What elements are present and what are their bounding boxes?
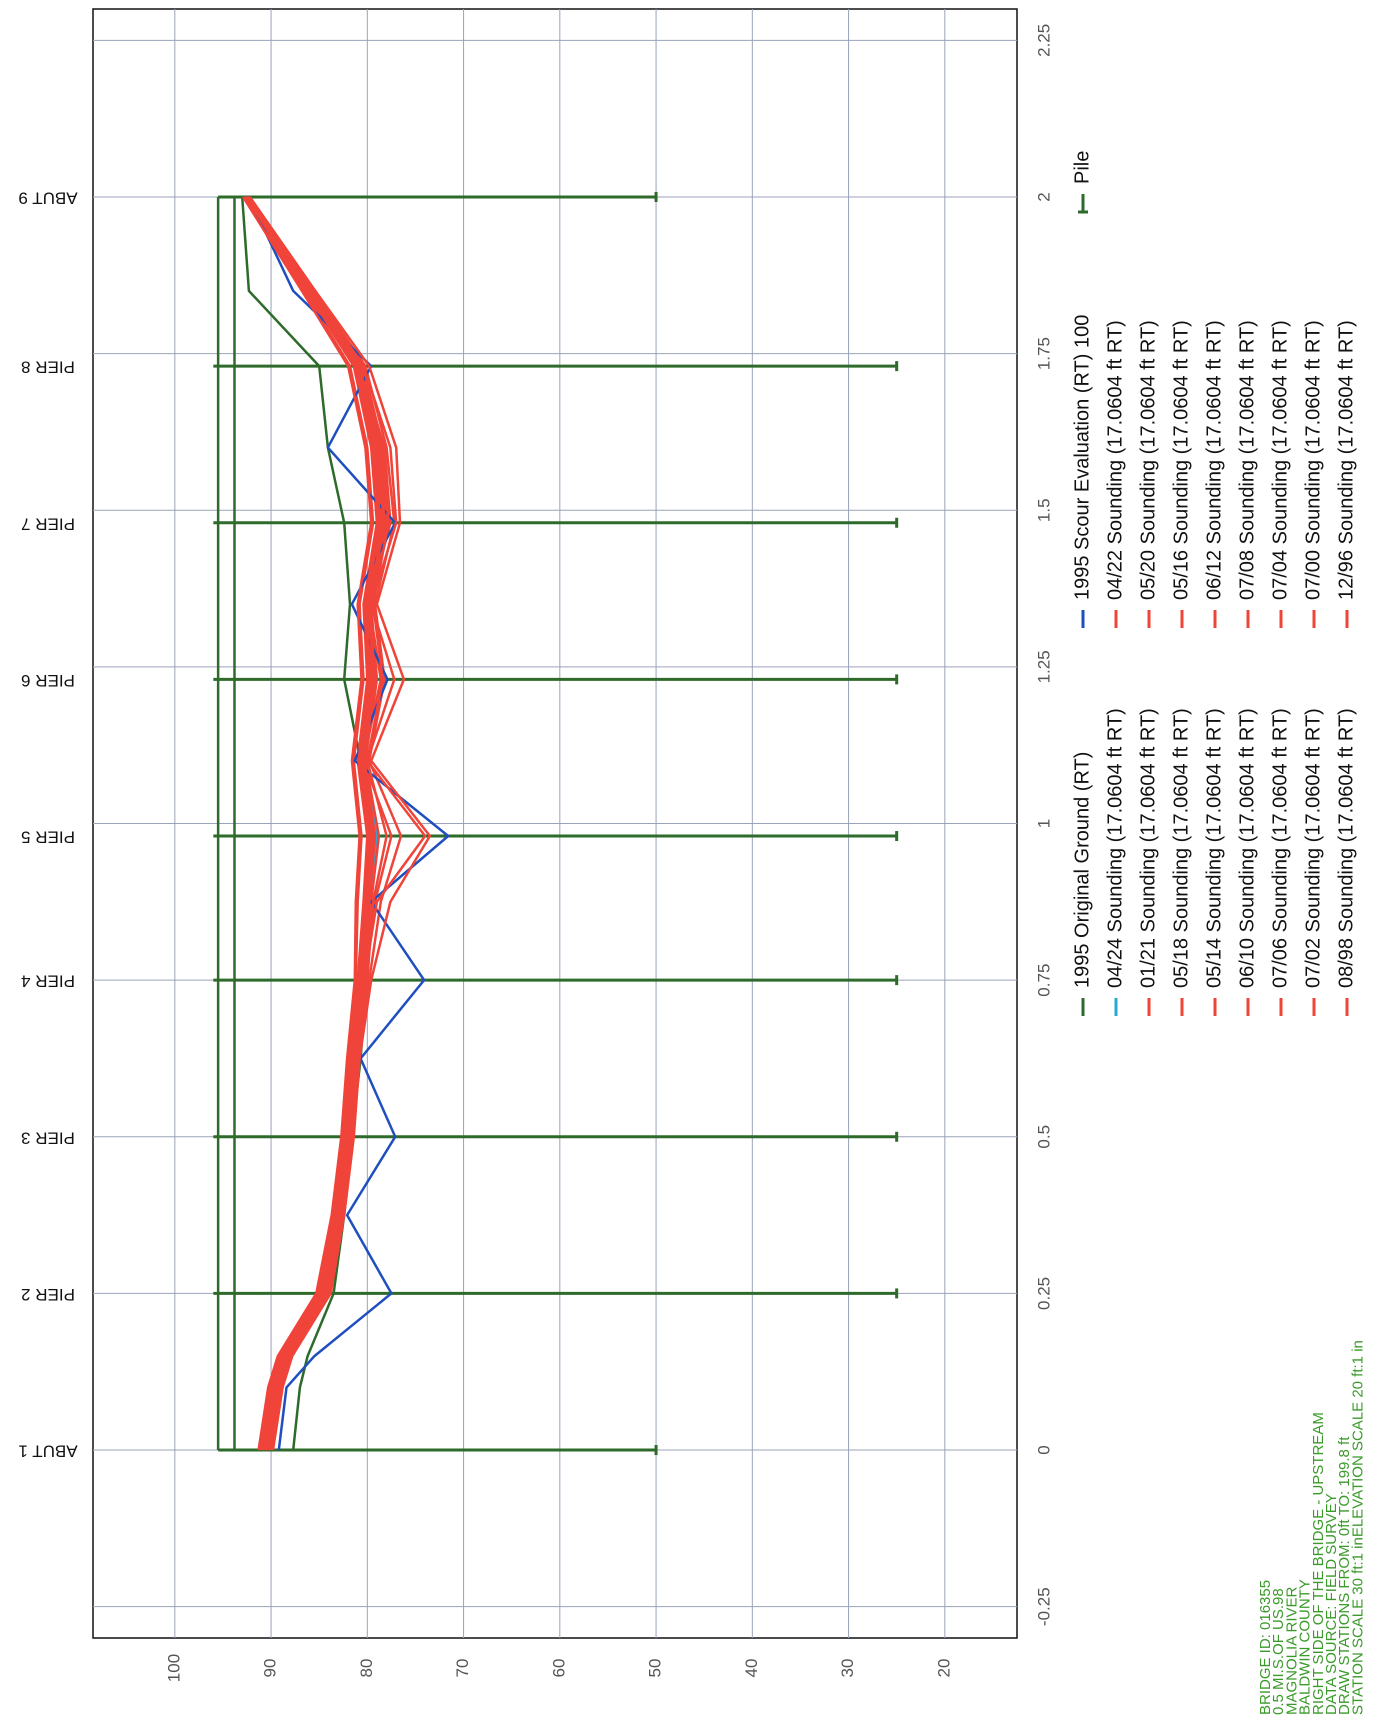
note: DATA SOURCE: FIELD SURVEY <box>1323 1493 1340 1715</box>
legend-label: 05/20 Sounding (17.0604 ft RT) <box>1137 320 1159 600</box>
x-tick-label: 2.25 <box>1034 24 1053 57</box>
y-tick-label: 100 <box>164 1654 183 1682</box>
y-tick-label: 70 <box>453 1659 472 1678</box>
legend-label: 05/18 Sounding (17.0604 ft RT) <box>1170 708 1192 988</box>
y-tick-label: 40 <box>742 1659 761 1678</box>
pile-label: PIER 2 <box>21 1285 75 1304</box>
x-tick-label: 0 <box>1034 1445 1053 1454</box>
x-tick-label: 1.75 <box>1034 337 1053 370</box>
pile-label: PIER 6 <box>21 671 75 690</box>
y-tick-label: 60 <box>549 1659 568 1678</box>
note: STATION SCALE 30 ft:1 inELEVATION SCALE … <box>1349 1340 1366 1715</box>
legend-label: 05/16 Sounding (17.0604 ft RT) <box>1170 320 1192 600</box>
x-tick-label: 1.5 <box>1034 498 1053 522</box>
legend-label: 05/14 Sounding (17.0604 ft RT) <box>1203 708 1225 988</box>
x-tick-label: 0.5 <box>1034 1125 1053 1149</box>
y-tick-label: 50 <box>646 1659 665 1678</box>
y-tick-label: 30 <box>838 1659 857 1678</box>
y-tick-label: 20 <box>934 1659 953 1678</box>
legend-label: 01/21 Sounding (17.0604 ft RT) <box>1137 708 1159 988</box>
note: MAGNOLIA RIVER <box>1283 1586 1300 1715</box>
pile-label: PIER 5 <box>21 828 75 847</box>
legend-label: 04/24 Sounding (17.0604 ft RT) <box>1104 708 1126 988</box>
note: BRIDGE ID: 016355 <box>1257 1580 1274 1715</box>
y-tick-label: 90 <box>261 1659 280 1678</box>
x-tick-label: 1 <box>1034 819 1053 828</box>
pile-label: PIER 8 <box>21 358 75 377</box>
pile-label: ABUT 9 <box>18 188 77 207</box>
x-tick-label: -0.25 <box>1034 1587 1053 1626</box>
legend-label: 07/04 Sounding (17.0604 ft RT) <box>1269 320 1291 600</box>
chart-body: -0.25 0 0.25 0.5 0.75 1 1.25 1.5 1.75 2 2.25 20 30 40… <box>18 8 1366 1715</box>
legend-label: 08/98 Sounding (17.0604 ft RT) <box>1335 708 1357 988</box>
series-line <box>242 196 373 1451</box>
legend-label: Pile <box>1071 151 1093 184</box>
legend-label: 07/00 Sounding (17.0604 ft RT) <box>1302 320 1324 600</box>
legend-label: 06/10 Sounding (17.0604 ft RT) <box>1236 708 1258 988</box>
pile-label: PIER 3 <box>21 1128 75 1147</box>
series-line <box>248 196 432 1451</box>
series-line <box>244 196 380 1451</box>
y-tick-label: 80 <box>357 1659 376 1678</box>
pile-label: PIER 7 <box>21 514 75 533</box>
legend-label: 06/12 Sounding (17.0604 ft RT) <box>1203 320 1225 600</box>
series-line <box>245 196 385 1451</box>
legend-label: 07/02 Sounding (17.0604 ft RT) <box>1302 708 1324 988</box>
legend-label: 04/22 Sounding (17.0604 ft RT) <box>1104 320 1126 600</box>
x-tick-label: 0.75 <box>1034 964 1053 997</box>
series-line <box>246 196 390 1451</box>
legend-label: 1995 Original Ground (RT) <box>1071 752 1093 988</box>
note: DRAW STATIONS FROM: 0ft TO: 199.8 ft <box>1336 1436 1353 1715</box>
legend-label: 07/06 Sounding (17.0604 ft RT) <box>1269 708 1291 988</box>
note: 0.5 MI.S.OF US.98 <box>1270 1588 1287 1715</box>
legend-label: 1995 Scour Evaluation (RT) 100 <box>1071 315 1093 600</box>
legend-label: 07/08 Sounding (17.0604 ft RT) <box>1236 320 1258 600</box>
x-tick-label: 2 <box>1034 192 1053 201</box>
legend-label: 12/96 Sounding (17.0604 ft RT) <box>1335 320 1357 600</box>
note: BALDWIN COUNTY <box>1297 1579 1314 1715</box>
pile-label: ABUT 1 <box>18 1442 77 1461</box>
x-tick-label: 0.25 <box>1034 1277 1053 1310</box>
note: RIGHT SIDE OF THE BRIDGE - UPSTREAM <box>1310 1412 1327 1715</box>
pile-label: PIER 4 <box>21 972 75 991</box>
x-tick-label: 1.25 <box>1034 650 1053 683</box>
